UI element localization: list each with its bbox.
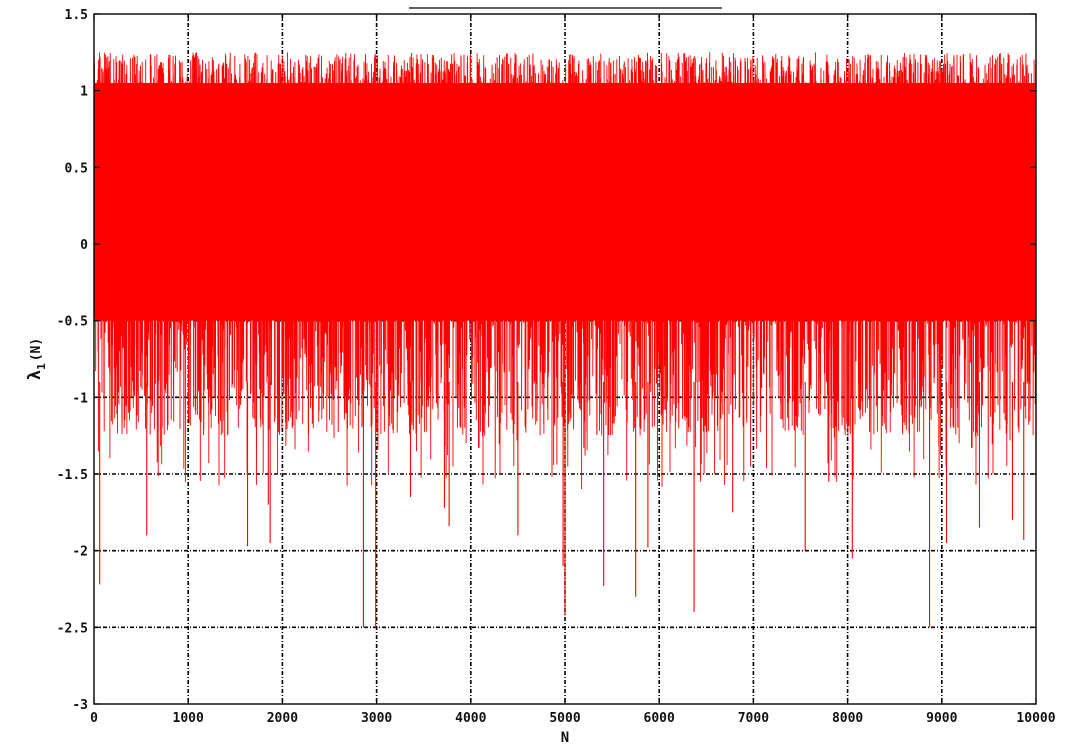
y-tick-label: -3 — [72, 698, 88, 713]
tick-marks — [93, 13, 1037, 705]
x-tick-label: 7000 — [738, 711, 769, 726]
y-tick-label: -2.5 — [57, 621, 88, 636]
y-axis-label-main: λ — [25, 370, 45, 380]
series-core-band — [95, 83, 1035, 321]
y-tick-label: 1.5 — [65, 8, 88, 23]
y-tick-label: 0 — [80, 238, 88, 253]
x-tick-label: 9000 — [926, 711, 957, 726]
x-tick-label: 8000 — [832, 711, 863, 726]
x-tick-label: 4000 — [455, 711, 486, 726]
y-axis-label-subscript: 1 — [35, 363, 48, 370]
y-tick-label: -0.5 — [57, 315, 88, 330]
x-tick-labels: 0 1000 2000 3000 4000 5000 6000 7000 8000 9000 100… — [90, 711, 1056, 726]
svg-text:λ1(N): λ1 (N) — [25, 338, 48, 380]
y-tick-label: 1 — [80, 85, 88, 100]
y-axis-label-tail: (N) — [29, 338, 44, 361]
x-tick-label: 2000 — [267, 711, 298, 726]
y-tick-label: -1 — [72, 391, 88, 406]
x-tick-label: 1000 — [173, 711, 204, 726]
y-tick-label: -2 — [72, 545, 88, 560]
y-axis-label: λ1 (N) — [25, 338, 48, 380]
y-tick-labels: -3 -2.5 -2 -1.5 -1 -0.5 0 0.5 1 1.5 — [57, 8, 88, 713]
x-tick-label: 0 — [90, 711, 98, 726]
x-tick-label: 6000 — [644, 711, 675, 726]
y-tick-label: -1.5 — [57, 468, 88, 483]
x-axis-label: N — [561, 730, 569, 746]
y-tick-label: 0.5 — [65, 161, 88, 176]
series-red — [93, 52, 1037, 490]
x-tick-label: 3000 — [361, 711, 392, 726]
x-tick-label: 5000 — [549, 711, 580, 726]
x-tick-label: 10000 — [1016, 711, 1055, 726]
